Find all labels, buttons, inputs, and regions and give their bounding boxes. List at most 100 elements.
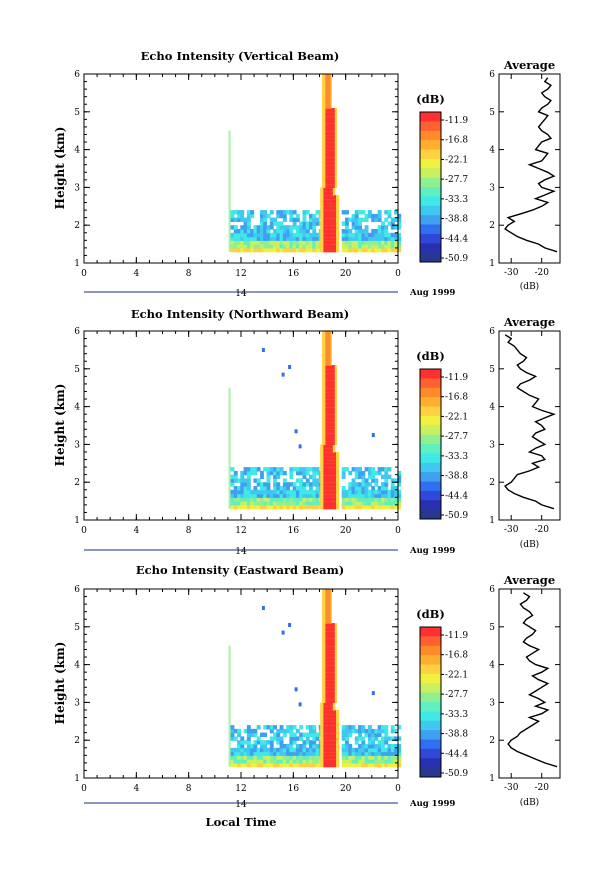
heat-cell [384,747,389,753]
x-tick-label: 12 [235,526,246,536]
heat-cell [279,759,284,764]
heat-cell [371,489,376,495]
heat-cell [286,504,290,510]
heat-cell [256,740,261,745]
heat-cell [250,470,255,476]
heat-cell [361,751,366,756]
heat-cell [371,740,376,745]
heat-cell [325,138,335,143]
heat-cell [394,744,398,749]
heat-cell [279,225,284,230]
x-tick-label: 20 [340,784,352,794]
heat-cell [325,149,335,154]
heat-cell [323,247,336,253]
heat-cell [286,229,290,234]
heat-cell [323,747,336,753]
heat-cell [348,482,353,487]
heat-cell [302,232,307,238]
y-axis-label: Height (km) [53,127,67,210]
heat-cell [243,232,248,238]
heat-cell [341,736,346,741]
heat-cell [292,497,297,502]
heat-cell [256,759,261,764]
heat-cell [279,244,284,249]
heat-cell [276,210,281,215]
heat-cell [302,213,307,219]
heat-cell [351,728,356,734]
heat-cell [371,467,376,472]
heat-cell [260,482,264,487]
heat-cell [384,489,389,495]
heat-cell [377,497,382,502]
heat-cell [387,759,392,764]
heat-cell [292,759,297,764]
heat-cell [315,732,320,737]
heat-cell [279,501,284,506]
heat-cell [230,482,235,487]
heat-cell [260,221,264,226]
heat-cell [286,240,290,245]
heat-cell [381,489,385,495]
heat-cell [289,213,294,219]
heat-cell [302,467,307,472]
heat-cell [289,247,294,253]
x-tick-label: 4 [133,784,139,794]
heat-cell [351,467,356,472]
heat-cell [263,213,268,219]
heat-cell [299,240,304,245]
heat-cell [364,744,369,749]
heat-cell [312,747,317,753]
heat-cell [250,497,255,502]
heat-cell [312,213,317,219]
heat-cell [323,728,336,734]
heat-cell [397,501,402,506]
heat-cell [253,489,258,495]
heat-cell [312,755,317,760]
heat-cell [374,213,379,219]
heat-cell [250,247,255,253]
heat-cell [381,759,385,764]
heat-cell [361,482,366,487]
heat-cell [312,501,317,506]
heat-cell [276,221,281,226]
x-tick-label: 0 [81,526,87,536]
heat-cell [240,478,245,483]
heat-cell [269,210,274,215]
heat-cell [266,486,271,491]
heat-cell [260,732,264,737]
heat-cell [230,755,235,760]
heat-cell [292,732,297,737]
heat-cell [358,501,362,506]
heat-cell [273,244,277,249]
heat-cell [397,493,402,498]
heat-cell [233,478,238,483]
heat-cell [341,244,346,249]
heat-cell [390,751,395,756]
heat-cell [269,497,274,502]
heat-cell [325,115,335,120]
heat-cell [325,77,331,83]
heat-cell [361,725,366,730]
heat-cell [325,130,335,136]
colorbar-frame [419,368,442,520]
heat-cell [374,755,379,760]
heatmap-layer [228,589,402,768]
heat-cell [260,759,264,764]
colorbar-swatch [420,645,441,656]
heat-cell [230,489,235,495]
heat-cell [341,210,346,215]
heat-cell [295,728,300,734]
heat-cell [309,236,313,241]
heat-cell [250,236,255,241]
heat-cell [286,236,290,241]
heat-cell [325,168,335,173]
heat-cell [358,751,362,756]
heat-cell [377,244,382,249]
heat-cell [289,740,294,745]
heat-cell [228,387,231,509]
heat-cell [246,504,251,510]
heat-cell [292,751,297,756]
heat-cell [299,232,304,238]
heat-cell [260,474,264,479]
heat-cell [364,478,369,483]
